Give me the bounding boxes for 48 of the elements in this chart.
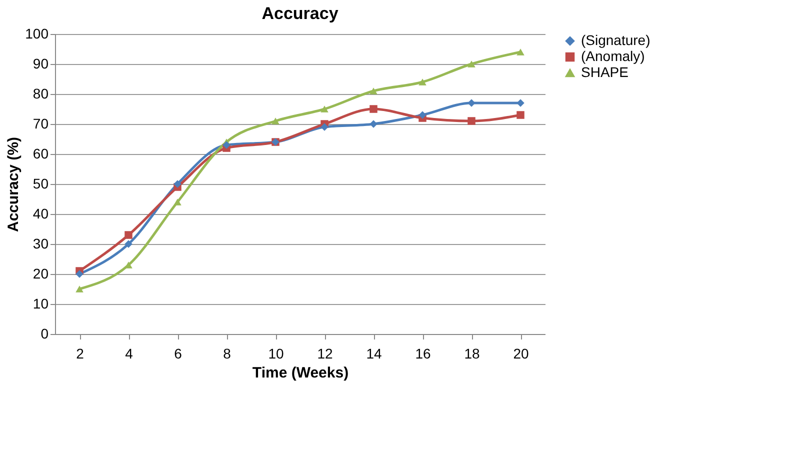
legend-label: (Signature) xyxy=(581,32,650,48)
x-tick-label: 16 xyxy=(415,346,431,362)
y-tick-label: 0 xyxy=(40,326,49,342)
y-tick-label: 30 xyxy=(32,236,49,252)
point xyxy=(124,231,132,239)
x-axis-title: Time (Weeks) xyxy=(252,364,349,382)
x-tick-label: 14 xyxy=(366,346,382,362)
y-tick-label: 70 xyxy=(32,116,49,132)
legend-label: SHAPE xyxy=(581,64,628,80)
y-axis-title: Accuracy (%) xyxy=(5,136,22,232)
point xyxy=(320,123,328,131)
point xyxy=(468,60,476,68)
point xyxy=(76,270,84,278)
point xyxy=(516,48,524,56)
point xyxy=(174,198,182,206)
y-tick-label: 50 xyxy=(32,176,49,192)
point xyxy=(370,105,378,113)
x-tick-label: 4 xyxy=(125,346,134,362)
x-tick-label: 6 xyxy=(174,346,182,362)
point xyxy=(76,286,84,292)
point xyxy=(320,106,328,112)
point xyxy=(124,240,132,248)
point xyxy=(418,111,426,119)
chart-title: Accuracy xyxy=(262,4,339,23)
y-tick-label: 10 xyxy=(32,296,49,312)
y-tick-label: 20 xyxy=(32,266,49,282)
point xyxy=(272,118,280,124)
y-tick-label: 100 xyxy=(25,26,49,42)
point xyxy=(370,88,378,94)
y-tick-label: 60 xyxy=(32,146,49,162)
x-tick-label: 10 xyxy=(268,346,284,362)
point xyxy=(516,111,524,119)
point xyxy=(468,99,476,107)
y-tick-label: 40 xyxy=(32,206,49,222)
x-tick-label: 20 xyxy=(513,346,529,362)
point xyxy=(468,117,476,125)
y-tick-label: 90 xyxy=(32,56,49,72)
point xyxy=(418,78,426,86)
point xyxy=(222,141,230,149)
point xyxy=(370,120,378,128)
legend-label: (Anomaly) xyxy=(581,48,645,64)
point xyxy=(174,180,182,188)
x-tick-label: 18 xyxy=(464,346,480,362)
x-tick-label: 2 xyxy=(76,346,84,362)
x-tick-label: 8 xyxy=(223,346,232,362)
y-tick-label: 80 xyxy=(32,86,49,102)
point xyxy=(516,99,524,107)
x-tick-label: 12 xyxy=(317,346,333,362)
